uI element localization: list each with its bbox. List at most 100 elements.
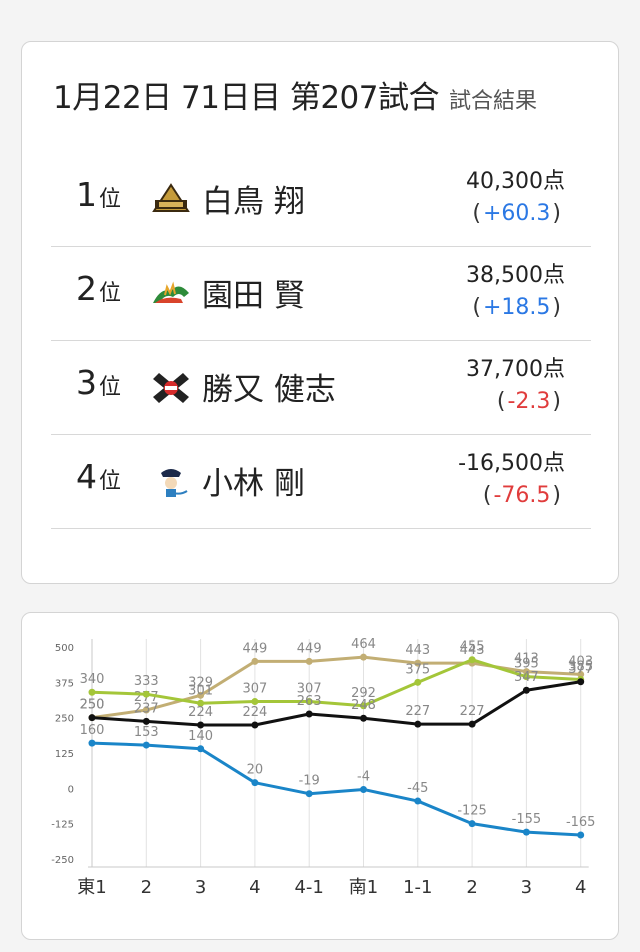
- player-name[interactable]: 園田 賢: [202, 278, 305, 314]
- data-point: [360, 702, 367, 710]
- series-line-1: [91, 655, 581, 720]
- data-point: [414, 659, 422, 667]
- data-label: 443: [405, 643, 430, 658]
- data-point: [142, 717, 150, 725]
- rank-label: 3位: [76, 363, 122, 402]
- data-label: 307: [242, 682, 267, 697]
- x-tick-label: 4-1: [294, 877, 323, 898]
- data-label: 449: [297, 641, 322, 656]
- data-label: -125: [457, 804, 487, 819]
- player-name[interactable]: 勝又 健志: [202, 372, 336, 408]
- data-point: [197, 691, 205, 699]
- y-tick-label: 250: [55, 714, 74, 725]
- result-row-2: 2位 園田 賢 38,500点 (+18.5): [51, 247, 591, 341]
- data-point: [360, 785, 367, 793]
- series-line-4: [91, 741, 581, 837]
- player-name[interactable]: 白鳥 翔: [202, 184, 305, 220]
- data-label: 385: [568, 660, 593, 675]
- y-tick-label: -125: [51, 820, 74, 831]
- result-card: 1月22日 71日目 第207試合 試合結果 1位 白鳥 翔 40,300点 (+…: [21, 41, 619, 584]
- y-tick-label: 375: [55, 678, 74, 689]
- data-label: 333: [134, 674, 159, 689]
- x-tick-label: 2: [466, 877, 477, 898]
- data-label: 227: [460, 704, 485, 719]
- data-point: [522, 668, 530, 676]
- data-point: [142, 690, 150, 698]
- data-point: [88, 688, 96, 696]
- data-label: 20: [247, 763, 264, 778]
- data-point: [360, 714, 367, 722]
- data-point: [522, 828, 530, 836]
- result-row-1: 1位 白鳥 翔 40,300点 (+60.3): [51, 153, 591, 247]
- green-dragon-team-logo-icon: [153, 281, 189, 303]
- data-point: [305, 790, 313, 798]
- data-label: -165: [566, 815, 596, 830]
- data-label: 403: [568, 654, 593, 669]
- data-point: [522, 673, 530, 681]
- chart-card: 500 375 250 125 0 -125 -250 東1 2 3 4 4-1 南1 1-1 2 3 4 250…: [21, 612, 619, 940]
- data-label: 292: [351, 686, 376, 701]
- point-delta: (-76.5): [482, 483, 561, 508]
- data-label: 160: [80, 723, 105, 738]
- gold-team-logo-icon: [152, 183, 190, 212]
- data-point: [142, 741, 150, 749]
- data-point: [197, 745, 205, 753]
- data-point: [577, 678, 585, 686]
- data-point: [414, 797, 422, 805]
- x-tick-label: 3: [195, 877, 206, 898]
- data-label: 395: [514, 657, 539, 672]
- data-label: 307: [297, 682, 322, 697]
- data-point: [88, 714, 96, 722]
- y-tick-label: -250: [51, 855, 74, 866]
- rank-label: 1位: [76, 175, 122, 214]
- data-label: -19: [299, 774, 320, 789]
- data-point: [468, 656, 476, 664]
- data-label: 455: [460, 640, 485, 655]
- series-line-3: [91, 680, 581, 727]
- x-tick-label: 2: [141, 877, 152, 898]
- data-label: 443: [460, 643, 485, 658]
- player-score: 40,300点: [466, 169, 565, 194]
- data-point: [468, 820, 476, 828]
- data-point: [305, 710, 313, 718]
- result-row-3: 3位 勝又 健志 37,700点 (-2.3): [51, 341, 591, 435]
- data-label: 464: [351, 637, 376, 652]
- x-tick-label: 東1: [77, 877, 106, 898]
- data-point: [142, 706, 150, 714]
- player-score: 38,500点: [466, 263, 565, 288]
- x-tick-label: 南1: [349, 877, 378, 898]
- data-point: [305, 657, 313, 665]
- red-x-team-logo-icon: [153, 373, 189, 403]
- data-point: [197, 721, 205, 729]
- series-line-2: [91, 658, 581, 708]
- data-label: 237: [134, 701, 159, 716]
- player-name[interactable]: 小林 剛: [202, 466, 305, 502]
- data-label: -45: [407, 781, 428, 796]
- data-point: [251, 657, 259, 665]
- y-tick-label: 500: [55, 643, 74, 654]
- data-label: 329: [188, 675, 213, 690]
- match-header: 1月22日 71日目 第207試合 試合結果: [53, 72, 537, 117]
- data-label: 347: [514, 670, 539, 685]
- data-label: 153: [134, 725, 159, 740]
- data-label: 375: [405, 662, 430, 677]
- data-label: 250: [80, 698, 105, 713]
- data-label: 413: [514, 652, 539, 667]
- data-label: 301: [188, 683, 213, 698]
- pirate-team-logo-icon: [161, 469, 188, 497]
- data-label: 140: [188, 729, 213, 744]
- data-point: [522, 686, 530, 694]
- data-point: [414, 720, 422, 728]
- data-point: [305, 698, 313, 706]
- data-label: 248: [351, 698, 376, 713]
- match-title: 1月22日 71日目 第207試合: [53, 80, 440, 116]
- data-label: 227: [405, 704, 430, 719]
- data-point: [468, 720, 476, 728]
- data-label: 340: [80, 672, 105, 687]
- rank-label: 4位: [76, 457, 122, 496]
- x-tick-label: 3: [521, 877, 532, 898]
- data-label: 250: [80, 698, 105, 713]
- point-delta: (+18.5): [472, 295, 561, 320]
- data-point: [577, 670, 585, 678]
